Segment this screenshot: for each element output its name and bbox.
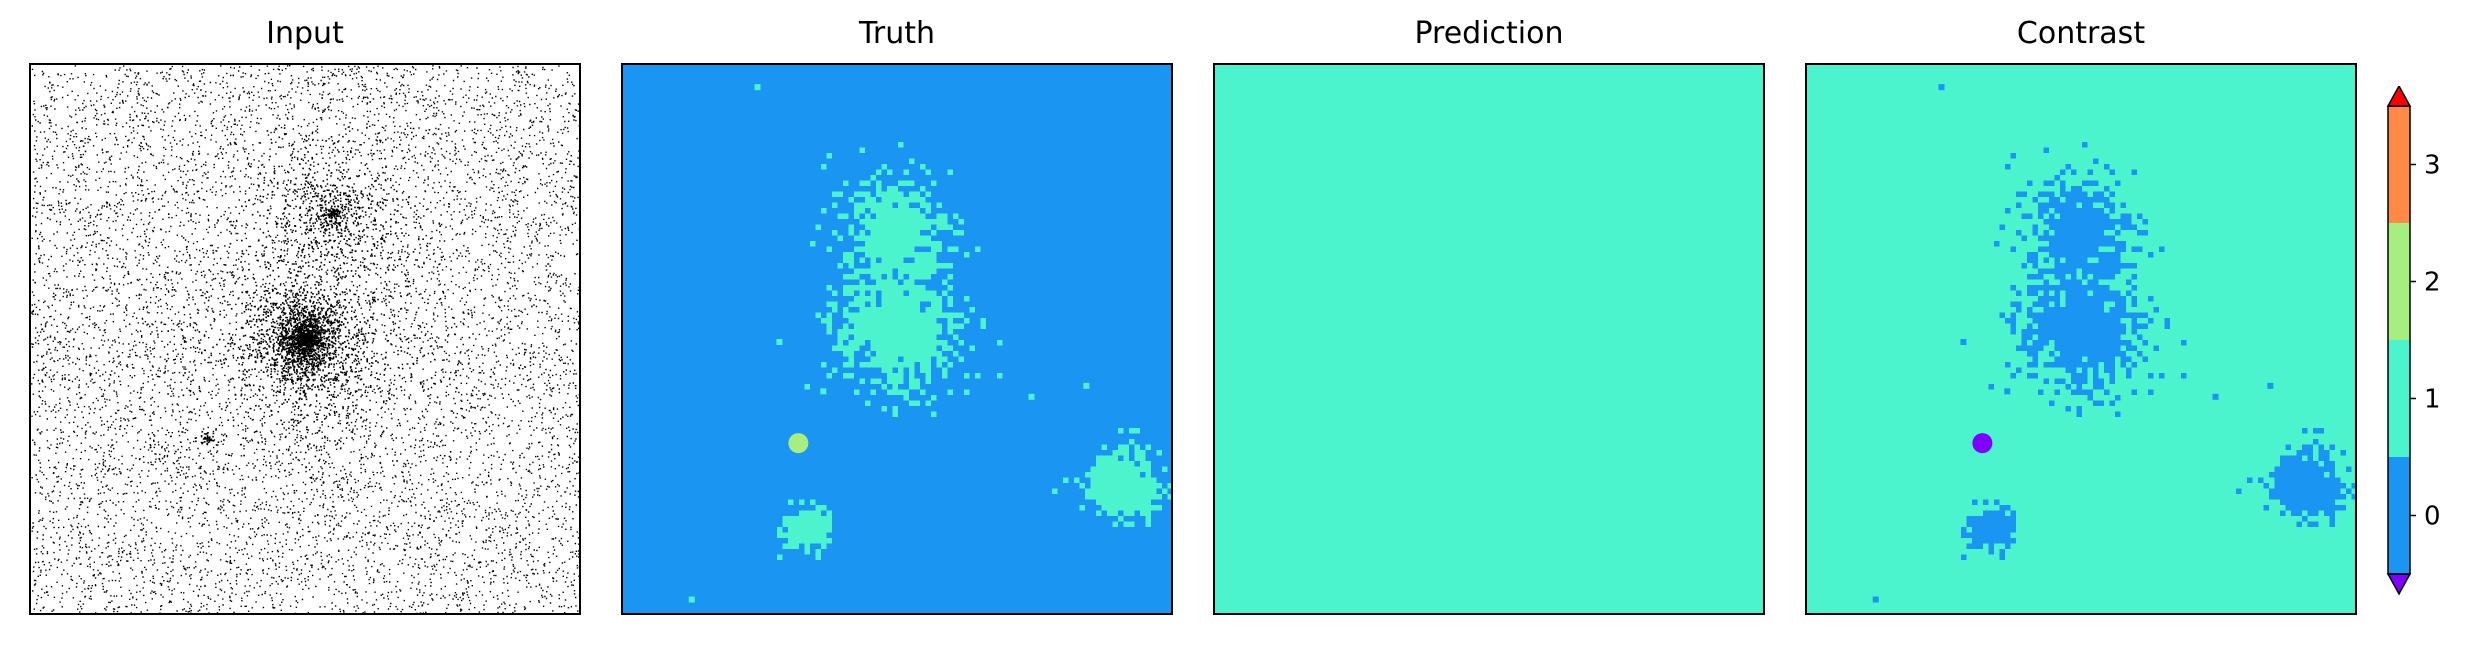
truth-heatmap: [621, 63, 1173, 615]
heatmap-stray-pixel: [1938, 84, 1945, 91]
heatmap-blob: [788, 433, 809, 454]
heatmap-stray-pixel: [2267, 382, 2274, 389]
panel-title-contrast: Contrast: [2016, 16, 2146, 51]
colorbar-outline: [2387, 105, 2411, 575]
heatmap-background: [1215, 65, 1763, 613]
heatmap-region: [2236, 428, 2355, 527]
heatmap-stray-pixel: [1083, 382, 1090, 389]
heatmap-stray-pixel: [2212, 393, 2219, 400]
heatmap-region: [810, 142, 981, 313]
colorbar-segment: [2388, 106, 2410, 223]
heatmap-stray-pixel: [754, 84, 761, 91]
prediction-heatmap: [1213, 63, 1765, 615]
colorbar-segment: [2388, 340, 2410, 457]
colorbar-tick-label: 1: [2424, 385, 2441, 415]
colorbar-segment: [2388, 223, 2410, 340]
input-heatmap: [29, 63, 581, 615]
heatmap-region: [1988, 219, 2187, 417]
heatmap-stray-pixel: [820, 388, 827, 395]
heatmap-region: [1961, 499, 2016, 560]
heatmap-blob: [1972, 433, 1993, 454]
heatmap-region: [1052, 428, 1171, 527]
panel-title-truth: Truth: [858, 16, 936, 51]
colorbar-tick-label: 0: [2424, 502, 2441, 532]
heatmap-region: [1994, 142, 2165, 313]
contrast-heatmap: [1805, 63, 2357, 615]
panel-title-input: Input: [266, 16, 344, 51]
heatmap-stray-pixel: [688, 596, 695, 603]
colorbar-extend-over: [2386, 86, 2412, 107]
colorbar-tick-label: 3: [2424, 151, 2441, 181]
heatmap-canvas: [623, 65, 1171, 613]
colorbar: 0 1 2 3: [2386, 86, 2441, 596]
heatmap-region: [804, 219, 1003, 417]
colorbar-tick-label: 2: [2424, 268, 2441, 298]
heatmap-stray-pixel: [776, 339, 783, 345]
heatmap-canvas: [1807, 65, 2355, 613]
heatmap-canvas: [1215, 65, 1763, 613]
colorbar-segment: [2388, 457, 2410, 574]
heatmap-stray-pixel: [1872, 596, 1879, 603]
heatmap-canvas: [31, 65, 579, 613]
heatmap-stray-pixel: [2004, 388, 2011, 395]
input-noise-dots: [31, 65, 579, 613]
colorbar-extend-under: [2386, 573, 2412, 596]
heatmap-region: [777, 499, 832, 560]
panel-title-prediction: Prediction: [1414, 16, 1564, 51]
heatmap-stray-pixel: [1960, 339, 1967, 345]
heatmap-stray-pixel: [1028, 393, 1035, 400]
